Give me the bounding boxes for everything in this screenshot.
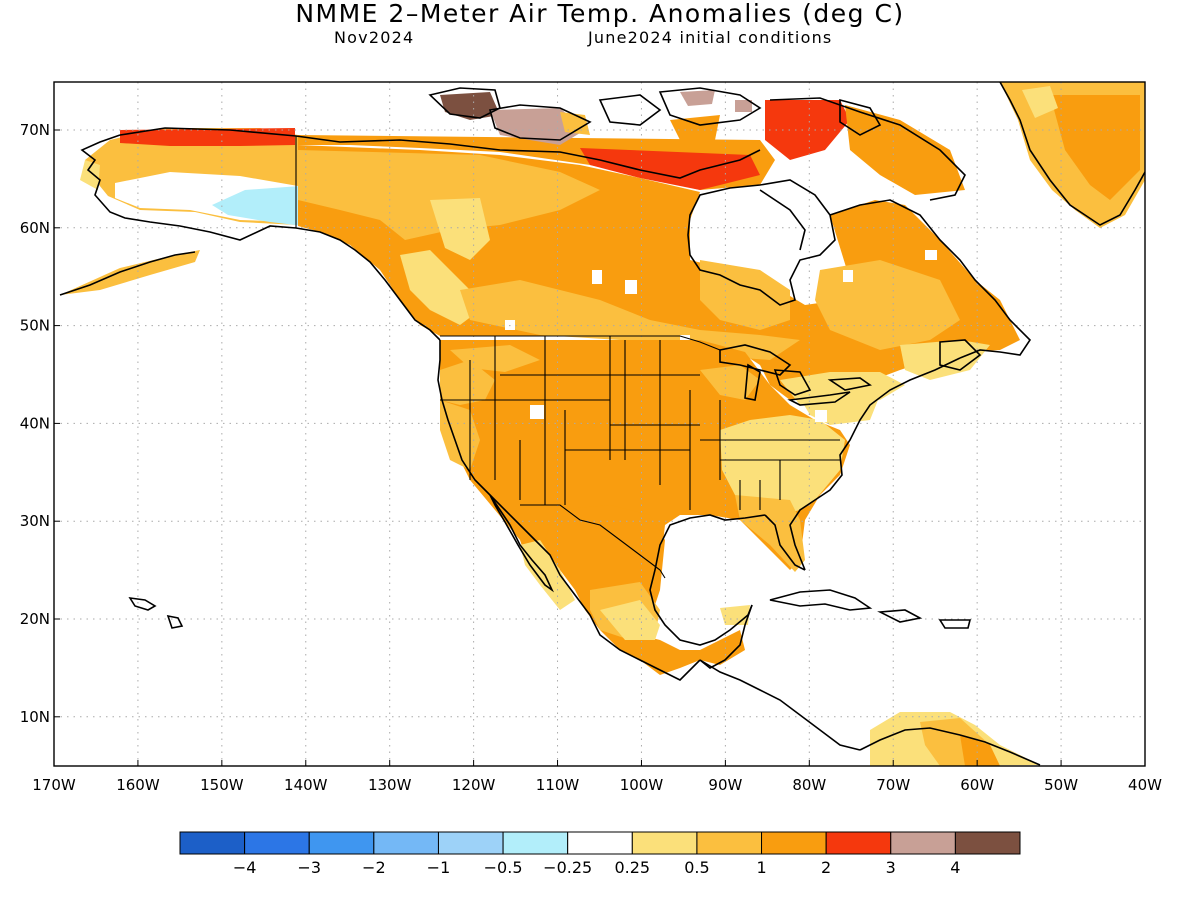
longitude-axis: 170W 160W 150W 140W 130W 120W 110W 100W 90W 80W 70… [32,760,1162,794]
colorbar-label: 0.25 [614,858,650,877]
coastlines [59,82,1145,766]
colorbar-swatch [761,831,827,855]
colorbar-swatch [244,831,310,855]
colorbar-swatch [308,831,375,855]
lon-tick-label: 160W [116,776,160,794]
lon-tick-label: 120W [452,776,496,794]
lon-tick-label: 40W [1128,776,1162,794]
colorbar-swatch [567,831,633,855]
lat-tick-label: 60N [20,219,50,237]
colorbar: −4 −3 −2 −1 −0.5 −0.25 0.25 0.5 1 2 3 4 [179,831,1021,877]
lon-tick-label: 80W [792,776,826,794]
colorbar-label: −3 [297,858,321,877]
colorbar-swatch [954,831,1021,855]
colorbar-label: 2 [821,858,831,877]
colorbar-swatch [631,831,698,855]
lon-tick-label: 60W [960,776,994,794]
colorbar-label: 4 [950,858,960,877]
colorbar-label: 3 [886,858,896,877]
colorbar-swatch [373,831,439,855]
colorbar-label: 0.5 [684,858,709,877]
lat-tick-label: 10N [20,708,50,726]
lat-tick-label: 30N [20,512,50,530]
lat-tick-label: 50N [20,317,50,335]
lon-tick-label: 100W [620,776,664,794]
map-title: NMME 2–Meter Air Temp. Anomalies (deg C) [295,0,905,28]
initial-conditions-label: June2024 initial conditions [588,28,833,47]
lon-tick-label: 50W [1044,776,1078,794]
colorbar-label: −1 [427,858,451,877]
lon-tick-label: 110W [536,776,580,794]
colorbar-swatch [179,831,246,855]
lon-tick-label: 150W [200,776,244,794]
lon-tick-label: 140W [284,776,328,794]
colorbar-swatch [825,831,892,855]
colorbar-swatch [437,831,504,855]
latitude-axis: 70N 60N 50N 40N 30N 20N 10N [20,121,60,726]
plot-frame [53,81,1146,767]
colorbar-label: 1 [756,858,766,877]
colorbar-swatch [696,831,763,855]
lat-tick-label: 40N [20,414,50,432]
lat-tick-label: 70N [20,121,50,139]
forecast-month: Nov2024 [334,28,415,47]
colorbar-label: −4 [233,858,257,877]
lon-tick-label: 170W [32,776,76,794]
lon-tick-label: 130W [368,776,412,794]
lat-tick-label: 20N [20,610,50,628]
anomaly-shading [60,82,1145,766]
colorbar-label: −0.25 [543,858,592,877]
colorbar-label: −0.5 [484,858,523,877]
lon-tick-label: 90W [708,776,742,794]
colorbar-swatch [502,831,569,855]
lon-tick-label: 70W [876,776,910,794]
political-boundaries [295,136,840,579]
colorbar-swatch [890,831,956,855]
colorbar-label: −2 [362,858,386,877]
